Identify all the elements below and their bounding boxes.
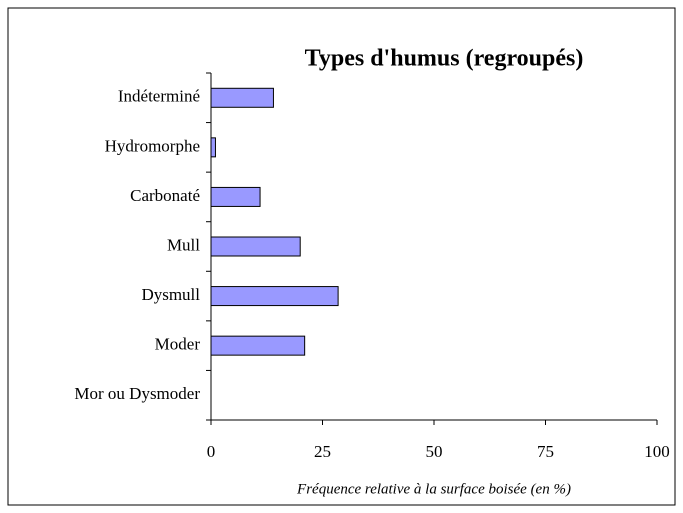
y-tick-label: Dysmull xyxy=(141,285,200,304)
bar xyxy=(210,186,261,207)
y-tick-label: Mull xyxy=(167,235,200,254)
bar xyxy=(210,286,339,307)
y-tick-label: Indéterminé xyxy=(118,87,200,106)
chart-border xyxy=(7,7,676,506)
bar xyxy=(210,87,274,108)
x-tick-label: 100 xyxy=(644,442,670,461)
y-tick-label: Hydromorphe xyxy=(105,136,200,155)
x-tick-label: 75 xyxy=(537,442,554,461)
y-tick-label: Carbonaté xyxy=(130,186,200,205)
y-tick-label: Moder xyxy=(155,335,201,354)
y-tick-label: Mor ou Dysmoder xyxy=(74,384,200,403)
bar xyxy=(210,335,306,356)
chart-title: Types d'humus (regroupés) xyxy=(305,46,584,72)
x-tick-label: 0 xyxy=(207,442,216,461)
x-tick-label: 50 xyxy=(426,442,443,461)
x-axis-label: Fréquence relative à la surface boisée (… xyxy=(296,481,571,497)
bar xyxy=(210,137,216,158)
bar xyxy=(210,236,301,257)
x-tick-label: 25 xyxy=(314,442,331,461)
